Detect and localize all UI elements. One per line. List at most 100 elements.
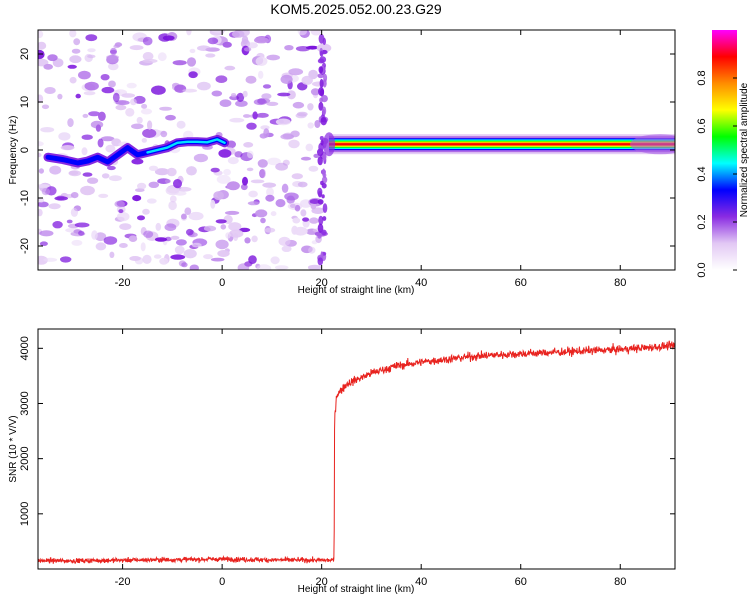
- signal-onset: [323, 132, 336, 157]
- noise-blob: [38, 41, 47, 50]
- noise-blob: [38, 201, 49, 208]
- noise-blob: [301, 75, 313, 85]
- snr-y-axis-title: SNR (10 * V/V): [8, 415, 19, 482]
- signal-band-red: [329, 143, 675, 146]
- noise-blob: [224, 210, 240, 215]
- noise-blob: [43, 63, 53, 70]
- noise-blob: [260, 217, 266, 224]
- noise-blob: [203, 225, 217, 232]
- noise-blob: [38, 94, 44, 103]
- snr-panel: -20 0 20 40 60 80 1000 2000 3000 4000 Height of …: [8, 328, 676, 595]
- noise-blob: [257, 159, 268, 168]
- noise-blob: [275, 118, 291, 126]
- noise-blob: [258, 70, 264, 79]
- noise-blob: [140, 108, 153, 115]
- noise-blob: [83, 91, 96, 96]
- noise-blob: [165, 185, 180, 196]
- noise-blob: [223, 168, 232, 176]
- spectrogram-x-axis-title: Height of straight line (km): [298, 285, 415, 296]
- noise-blob: [310, 202, 317, 210]
- noise-blob: [142, 36, 153, 46]
- noise-blob: [288, 68, 304, 76]
- noise-blob: [38, 184, 50, 188]
- noise-blob: [126, 82, 137, 89]
- noise-blob: [215, 239, 229, 250]
- noise-blob: [129, 256, 141, 261]
- noise-blob: [188, 71, 198, 79]
- noise-blob: [252, 111, 258, 120]
- spectrogram-ridge: [43, 134, 230, 168]
- noise-blob: [143, 230, 154, 238]
- noise-blob: [323, 172, 327, 178]
- noise-blob: [100, 74, 110, 81]
- noise-blob: [281, 245, 292, 252]
- noise-blob: [70, 192, 79, 199]
- noise-blob: [243, 142, 254, 148]
- noise-blob: [309, 199, 320, 204]
- noise-blob: [321, 194, 325, 199]
- noise-blob: [114, 42, 123, 47]
- noise-blob: [80, 185, 95, 196]
- noise-blob: [244, 237, 251, 244]
- noise-blob: [235, 100, 248, 107]
- noise-blob: [148, 181, 160, 188]
- noise-blob: [319, 136, 324, 141]
- noise-blob: [257, 98, 266, 105]
- noise-blob: [216, 174, 231, 184]
- noise-blob: [103, 236, 118, 245]
- noise-blob: [75, 93, 81, 99]
- noise-blob: [314, 120, 321, 128]
- noise-blob: [73, 38, 81, 46]
- y-tick-label: 2000: [19, 446, 31, 470]
- noise-blob: [262, 84, 272, 89]
- noise-blob: [164, 223, 177, 231]
- noise-blob: [247, 150, 254, 159]
- noise-blob: [58, 132, 71, 141]
- noise-blob: [182, 88, 198, 93]
- noise-blob: [265, 194, 275, 202]
- noise-blob: [78, 230, 85, 236]
- snr-series-line: [38, 340, 675, 565]
- noise-blob: [320, 180, 324, 186]
- noise-blob: [246, 42, 258, 49]
- noise-blob: [241, 35, 249, 45]
- noise-blob: [227, 157, 239, 165]
- noise-blob: [188, 211, 204, 221]
- noise-blob: [211, 90, 223, 97]
- noise-blob: [266, 54, 281, 61]
- noise-blob: [230, 93, 237, 98]
- noise-blob: [302, 217, 310, 222]
- x-tick-label: 60: [515, 277, 527, 289]
- noise-blob: [233, 233, 239, 241]
- noise-blob: [44, 87, 56, 94]
- ridge-highlight: [146, 138, 226, 154]
- noise-blob: [60, 145, 75, 151]
- noise-blob: [256, 264, 272, 270]
- noise-blob: [59, 256, 72, 263]
- noise-blob: [131, 123, 144, 130]
- noise-blob: [91, 230, 98, 240]
- noise-blob: [297, 181, 308, 188]
- noise-blob: [74, 222, 90, 228]
- noise-blob: [322, 152, 327, 161]
- noise-blob: [215, 75, 228, 83]
- noise-blob: [52, 221, 63, 229]
- spectrogram-panel: -20 0 20 40 60 80 -20 -10 0 10 20 Height of strai…: [8, 29, 676, 296]
- noise-blob: [87, 177, 99, 184]
- noise-blob: [255, 56, 268, 66]
- noise-blob: [290, 203, 296, 208]
- noise-blob: [141, 138, 147, 143]
- noise-blob: [174, 245, 185, 255]
- noise-blob: [217, 250, 230, 257]
- x-tick-label: 40: [415, 277, 427, 289]
- noise-blob: [307, 103, 314, 111]
- noise-blob: [184, 207, 192, 215]
- noise-blob: [41, 188, 51, 196]
- snr-background: [38, 329, 675, 569]
- noise-blob: [132, 195, 142, 202]
- noise-blob: [321, 229, 327, 236]
- noise-blob: [270, 256, 280, 265]
- noise-blob: [313, 153, 320, 158]
- colorbar-tick-label: 0.4: [696, 166, 708, 181]
